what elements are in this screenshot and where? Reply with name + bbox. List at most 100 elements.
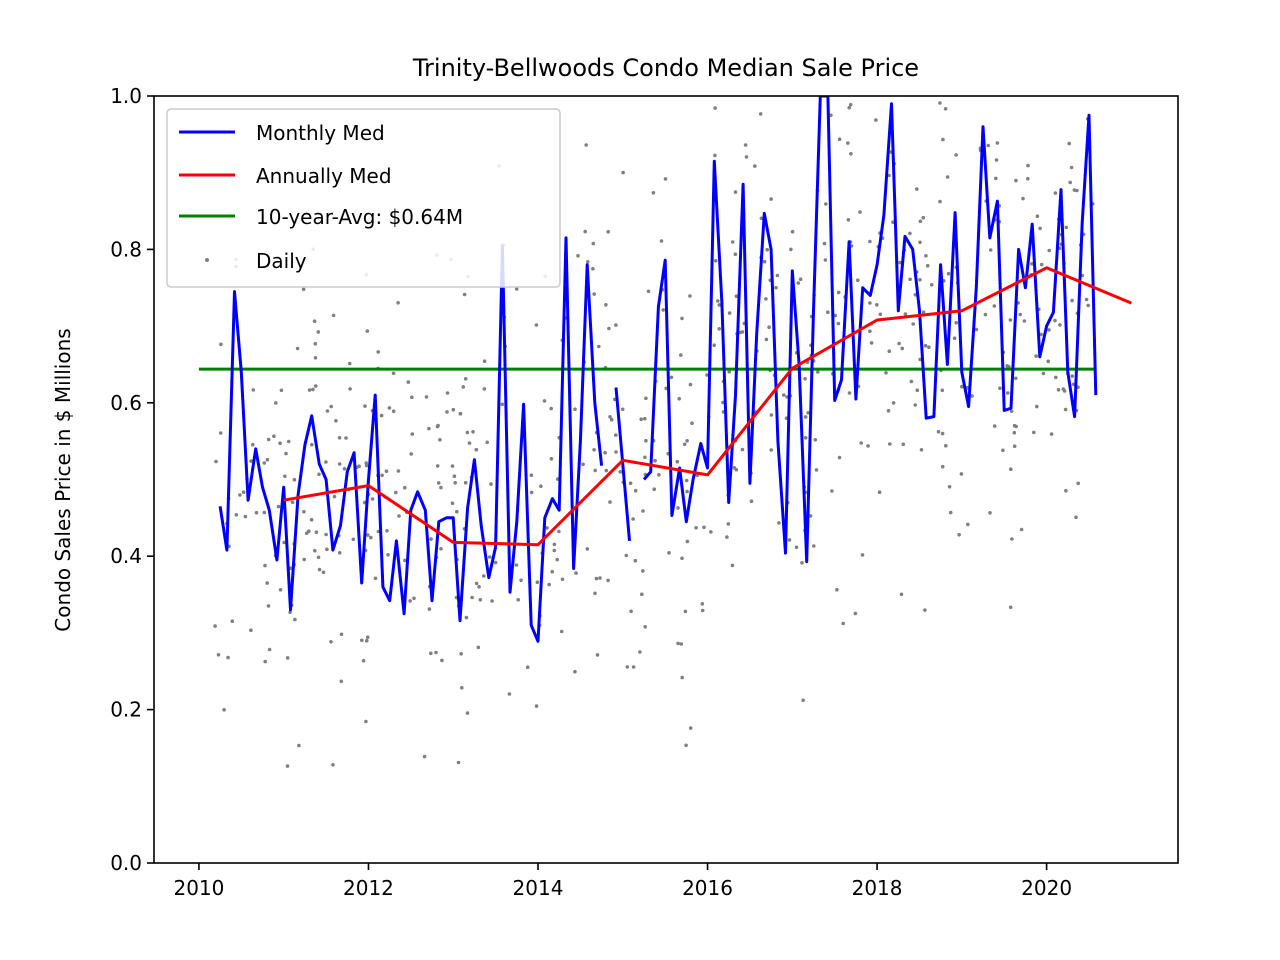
daily-point: [992, 304, 997, 308]
daily-point: [535, 580, 540, 584]
daily-point: [267, 647, 272, 652]
daily-point: [866, 444, 870, 448]
daily-point: [313, 548, 317, 553]
daily-point: [493, 560, 498, 565]
daily-point: [923, 608, 927, 612]
daily-point: [265, 581, 270, 585]
daily-point: [482, 359, 487, 364]
daily-point: [385, 529, 389, 533]
daily-point: [733, 252, 738, 256]
daily-point: [823, 258, 828, 262]
daily-point: [317, 567, 322, 572]
daily-point: [848, 102, 853, 107]
daily-point: [1053, 318, 1057, 323]
daily-point: [292, 477, 297, 482]
daily-point: [685, 439, 689, 443]
daily-point: [314, 530, 319, 534]
daily-point: [938, 101, 942, 105]
daily-point: [598, 576, 602, 580]
daily-point: [592, 292, 596, 296]
legend: Monthly Med Annually Med 10-year-Avg: $0…: [166, 108, 561, 288]
daily-point: [621, 170, 625, 175]
daily-point: [576, 254, 580, 258]
daily-point: [744, 155, 749, 159]
daily-point: [313, 356, 318, 360]
daily-point: [234, 513, 239, 517]
daily-point: [946, 271, 951, 276]
daily-point: [278, 588, 283, 592]
daily-point: [897, 341, 901, 346]
daily-point: [1014, 376, 1018, 381]
daily-point: [438, 438, 442, 442]
daily-point: [814, 468, 819, 472]
monthly-median-line: [614, 387, 631, 542]
y-tick-label: 0.6: [110, 391, 142, 415]
daily-point: [925, 264, 930, 268]
daily-point: [899, 592, 904, 597]
daily-point: [342, 467, 347, 471]
daily-point: [365, 329, 370, 333]
daily-point: [487, 555, 492, 559]
x-tick-label: 2012: [343, 876, 394, 900]
daily-point: [887, 349, 892, 354]
legend-box: [166, 108, 561, 288]
daily-point: [396, 469, 401, 473]
daily-point: [514, 287, 519, 291]
daily-point: [360, 638, 364, 643]
daily-point: [682, 442, 687, 447]
daily-point: [474, 581, 479, 586]
daily-point: [361, 658, 366, 663]
daily-point: [878, 312, 883, 317]
daily-point: [1009, 409, 1014, 414]
daily-point: [408, 599, 412, 603]
daily-point: [753, 164, 757, 168]
daily-point: [812, 544, 816, 548]
daily-point: [597, 344, 601, 349]
daily-point: [641, 569, 645, 573]
daily-point: [263, 659, 268, 664]
daily-point: [875, 303, 879, 307]
daily-point: [301, 287, 306, 292]
daily-point: [593, 591, 597, 596]
daily-point: [573, 669, 577, 674]
daily-point: [1034, 354, 1038, 358]
daily-point: [1064, 225, 1069, 230]
daily-point: [712, 343, 716, 348]
daily-point: [445, 391, 450, 395]
daily-point: [284, 451, 288, 456]
daily-point: [858, 210, 862, 214]
daily-point: [214, 459, 218, 464]
monthly-median-line: [218, 236, 604, 643]
daily-point: [767, 325, 771, 330]
daily-point: [1008, 318, 1013, 322]
daily-point: [837, 137, 842, 141]
daily-point: [944, 444, 948, 448]
daily-point: [272, 434, 276, 439]
daily-point: [789, 247, 793, 252]
daily-point: [995, 141, 1000, 145]
daily-point: [265, 457, 270, 462]
daily-point: [669, 375, 674, 380]
daily-point: [954, 153, 958, 157]
daily-point: [836, 321, 841, 326]
x-tick-label: 2016: [682, 876, 733, 900]
daily-point: [908, 231, 912, 236]
daily-point: [713, 106, 717, 110]
daily-point: [847, 105, 851, 110]
daily-point: [581, 462, 585, 467]
daily-point: [777, 521, 781, 525]
daily-point: [451, 407, 456, 412]
daily-point: [679, 353, 683, 357]
daily-point: [1006, 391, 1010, 395]
daily-point: [386, 553, 390, 557]
daily-point: [994, 158, 999, 162]
daily-point: [651, 191, 656, 195]
daily-point: [868, 329, 872, 334]
daily-point: [427, 607, 432, 611]
daily-point: [679, 642, 684, 646]
daily-point: [685, 539, 690, 544]
series-lines-layer: [198, 96, 1132, 643]
daily-point: [947, 485, 952, 489]
daily-point: [663, 177, 668, 181]
daily-point: [573, 407, 577, 412]
